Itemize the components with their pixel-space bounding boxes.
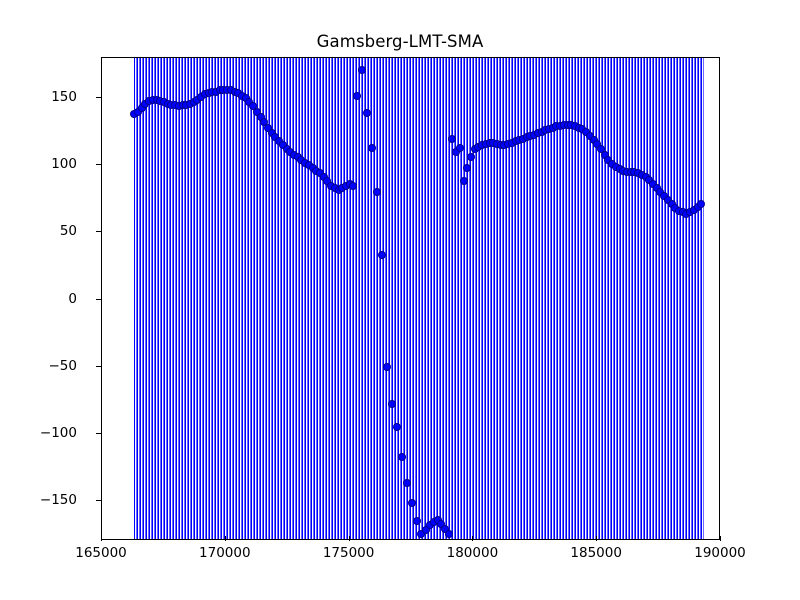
y-tick-label: 0 [68, 290, 77, 307]
x-tick-label: 180000 [446, 545, 499, 561]
y-tick-label: −50 [48, 357, 78, 374]
y-tick-mark [96, 164, 101, 166]
y-tick-mark [96, 365, 101, 367]
x-tick-mark [596, 536, 598, 541]
y-tick-label: 50 [59, 223, 77, 240]
x-tick-label: 190000 [694, 545, 746, 561]
y-tick-label: 100 [51, 156, 77, 173]
x-tick-mark [101, 536, 102, 541]
y-tick-mark [96, 298, 101, 300]
data-markers-layer [102, 58, 719, 539]
x-tick-label: 175000 [322, 545, 375, 561]
y-tick-mark [96, 97, 101, 99]
x-tick-label: 170000 [199, 545, 251, 561]
page-title: Gamsberg-LMT-SMA [316, 32, 484, 51]
y-tick-label: 150 [51, 89, 77, 106]
x-tick-mark [472, 536, 474, 541]
x-tick-mark [224, 536, 226, 541]
x-tick-label: 165000 [75, 545, 127, 561]
y-tick-mark [96, 499, 101, 501]
y-tick-mark [96, 231, 101, 233]
errorbar-vlines-layer [102, 58, 719, 539]
x-tick-mark [720, 536, 721, 541]
y-tick-label: −150 [39, 491, 77, 508]
x-tick-mark [348, 536, 350, 541]
y-tick-mark [96, 432, 101, 434]
plot-axes [101, 57, 720, 540]
y-tick-label: −100 [39, 424, 77, 441]
x-tick-label: 185000 [570, 545, 622, 561]
